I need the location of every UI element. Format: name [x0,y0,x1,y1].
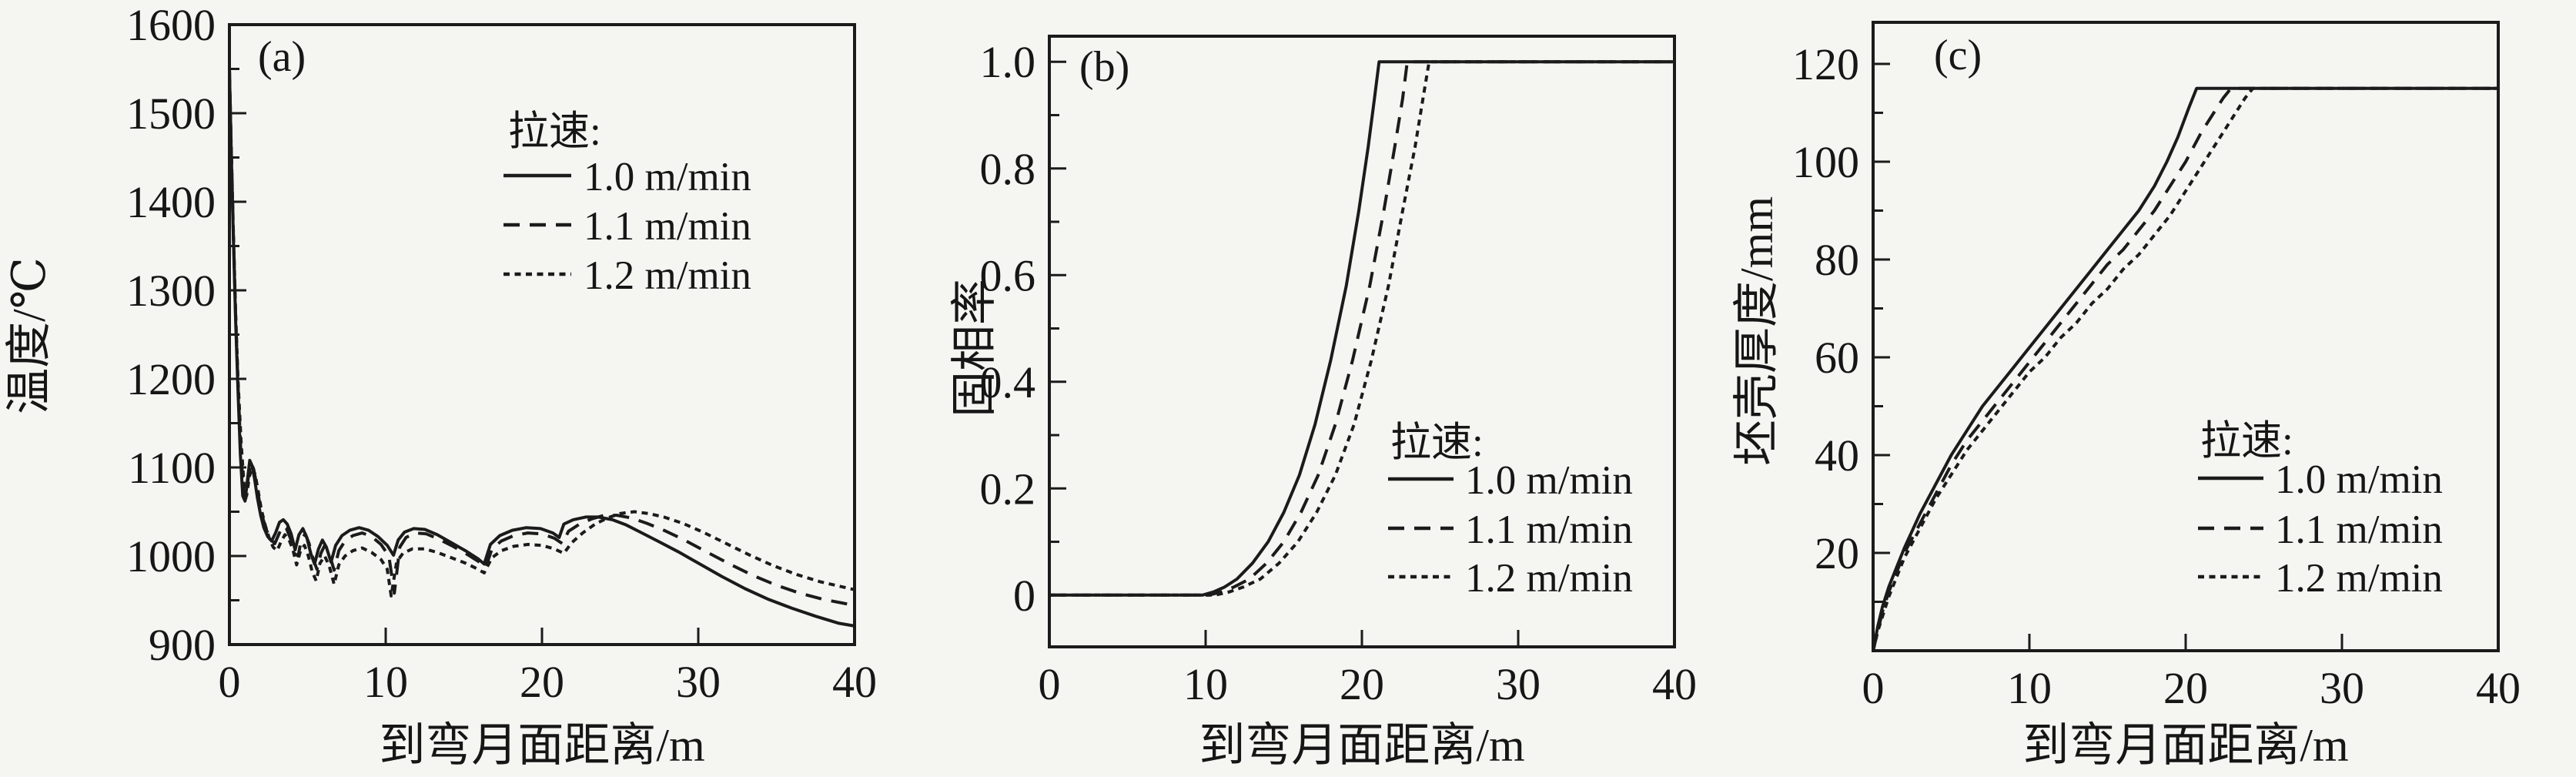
y-tick-label-a: 1500 [126,89,216,139]
y-tick-label-a: 1200 [126,354,216,404]
y-axis-title-b: 固相率 [949,279,1000,417]
legend-label-c: 1.1 m/min [2275,507,2443,552]
x-tick-label-c: 10 [2007,663,2052,713]
legend-header-c: 拉速: [2200,419,2293,464]
x-tick-label-b: 0 [1039,659,1061,709]
y-axis-title-a: 温度/℃ [4,257,55,414]
chart-panel-c: 20 40 60 80 100 120 0 10 20 30 40 (c) 坯壳厚度/mm 到弯月面距离/… [1731,21,2521,771]
x-tick-label-a: 30 [676,657,721,707]
series-a-1.2 [228,69,855,598]
y-tick-label-b: 1.0 [980,37,1036,87]
y-tick-label-b: 0.4 [980,357,1036,407]
legend-label-a: 1.2 m/min [584,253,751,298]
x-tick-label-b: 40 [1652,659,1697,709]
legend-label-c: 1.2 m/min [2275,556,2443,601]
x-tick-label-b: 10 [1183,659,1228,709]
legend-header-a: 拉速: [508,109,601,154]
y-tick-label-a: 1600 [126,0,216,50]
series-c-1.0 [1872,86,2498,651]
legend-header-b: 拉速: [1390,420,1484,465]
y-tick-label-c: 80 [1815,235,1859,285]
x-tick-label-a: 20 [520,657,564,707]
panel-label-c: (c) [1934,32,1982,79]
y-tick-label-c: 120 [1792,39,1859,89]
y-tick-label-a: 1300 [126,266,216,316]
panel-label-a: (a) [258,33,306,81]
series-b-1.1 [1049,60,1674,597]
series-c-1.2 [1872,86,2498,651]
y-tick-label-a: 900 [149,620,216,670]
y-tick-label-c: 40 [1815,430,1859,481]
chart-panel-a: 900 1000 1100 1200 1300 1400 1500 1600 0 10 20 30 40… [4,0,877,771]
x-axis-title-b: 到弯月面距离/m [1199,720,1524,771]
y-tick-label-b: 0.6 [980,250,1036,300]
y-tick-label-a: 1000 [126,531,216,581]
series-b-1.0 [1049,60,1674,597]
legend-label-b: 1.1 m/min [1465,507,1633,552]
x-tick-label-c: 20 [2163,663,2208,713]
legend-label-a: 1.0 m/min [584,155,751,199]
x-tick-label-a: 0 [219,657,241,707]
x-axis-title-c: 到弯月面距离/m [2022,720,2348,771]
legend-label-c: 1.0 m/min [2275,457,2443,502]
x-tick-label-a: 40 [832,657,877,707]
x-axis-title-a: 到弯月面距离/m [379,720,704,771]
x-tick-label-c: 30 [2320,663,2364,713]
x-tick-label-c: 0 [1862,663,1885,713]
x-tick-label-a: 10 [363,657,408,707]
x-tick-label-b: 20 [1340,659,1384,709]
y-tick-label-a: 1100 [128,443,216,493]
y-tick-label-a: 1400 [126,177,216,227]
legend-label-b: 1.2 m/min [1465,556,1633,601]
y-axis-title-c: 坯壳厚度/mm [1731,196,1782,466]
x-tick-label-c: 40 [2476,663,2521,713]
legend-label-a: 1.1 m/min [584,204,751,249]
y-tick-label-c: 100 [1792,137,1859,187]
x-tick-label-b: 30 [1496,659,1541,709]
y-tick-label-c: 60 [1815,333,1859,383]
y-tick-label-b: 0.8 [980,144,1036,194]
series-b-1.2 [1049,60,1674,597]
legend-label-b: 1.0 m/min [1465,458,1633,503]
y-tick-label-b: 0.2 [980,464,1036,514]
y-tick-label-b: 0 [1013,571,1035,621]
y-tick-label-c: 20 [1815,528,1859,578]
panel-label-b: (b) [1079,43,1129,91]
